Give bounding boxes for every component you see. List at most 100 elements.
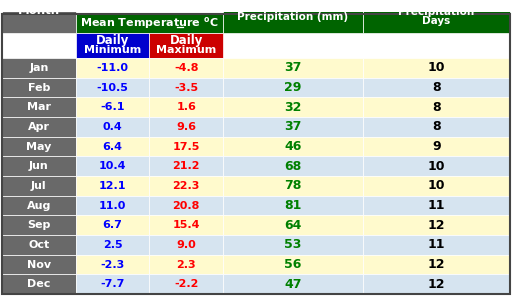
Bar [150, 137, 223, 156]
Bar [223, 274, 362, 294]
Text: 8: 8 [432, 120, 441, 133]
Bar [150, 196, 223, 215]
Text: 12.1: 12.1 [99, 181, 126, 191]
Text: 78: 78 [284, 179, 302, 192]
Bar [76, 274, 150, 294]
Bar [362, 58, 510, 78]
Bar [150, 78, 223, 97]
Text: Maximum: Maximum [156, 45, 216, 55]
Text: 56: 56 [284, 258, 302, 271]
Text: 21.2: 21.2 [173, 161, 200, 171]
Bar [76, 176, 150, 196]
Bar [76, 156, 150, 176]
Text: -11.0: -11.0 [96, 63, 129, 73]
Bar [362, 156, 510, 176]
Bar [76, 33, 150, 58]
Bar [150, 156, 223, 176]
Bar [2, 97, 76, 117]
Text: 12: 12 [428, 258, 445, 271]
Bar [76, 215, 150, 235]
Text: 10: 10 [428, 160, 445, 173]
Text: 9.6: 9.6 [176, 122, 196, 132]
Text: 10: 10 [428, 179, 445, 192]
Text: 2.3: 2.3 [176, 260, 196, 270]
Text: 37: 37 [284, 120, 302, 133]
Bar [223, 196, 362, 215]
Bar [223, 58, 362, 78]
Text: -2.2: -2.2 [174, 279, 198, 289]
Bar [76, 255, 150, 274]
Bar [223, 0, 362, 33]
Bar [150, 117, 223, 137]
Bar [150, 215, 223, 235]
Bar [76, 196, 150, 215]
Text: -6.1: -6.1 [100, 102, 125, 112]
Text: -7.7: -7.7 [100, 279, 125, 289]
Bar [362, 137, 510, 156]
Bar [150, 235, 223, 255]
Text: 47: 47 [284, 278, 302, 291]
Text: Jul: Jul [31, 181, 47, 191]
Text: Apr: Apr [28, 122, 50, 132]
Text: Mean Total: Mean Total [257, 0, 329, 13]
Text: 1.6: 1.6 [176, 102, 196, 112]
Bar [150, 274, 223, 294]
Bar [150, 255, 223, 274]
Bar [76, 97, 150, 117]
Text: 15.4: 15.4 [173, 220, 200, 230]
Bar [150, 176, 223, 196]
Bar [362, 117, 510, 137]
Bar [2, 0, 76, 33]
Bar [223, 137, 362, 156]
Text: Jun: Jun [29, 161, 49, 171]
Bar [2, 235, 76, 255]
Bar [223, 156, 362, 176]
Bar [2, 78, 76, 97]
Bar [76, 58, 150, 78]
Text: 8: 8 [432, 81, 441, 94]
Text: 12: 12 [428, 278, 445, 291]
Text: 12: 12 [428, 219, 445, 232]
Bar [2, 156, 76, 176]
Text: 68: 68 [284, 160, 302, 173]
Bar [362, 274, 510, 294]
Text: 6.4: 6.4 [102, 141, 122, 152]
Text: -10.5: -10.5 [97, 83, 129, 93]
Text: 29: 29 [284, 81, 302, 94]
Text: 10.4: 10.4 [99, 161, 126, 171]
Text: 37: 37 [284, 61, 302, 74]
Text: -2.3: -2.3 [100, 260, 124, 270]
Text: Mar: Mar [27, 102, 51, 112]
Bar [76, 137, 150, 156]
Bar [150, 58, 223, 78]
Text: Dec: Dec [27, 279, 51, 289]
Text: 81: 81 [284, 199, 302, 212]
Text: 8: 8 [432, 101, 441, 114]
Bar [2, 117, 76, 137]
Bar [2, 255, 76, 274]
Text: -4.8: -4.8 [174, 63, 198, 73]
Text: 0.4: 0.4 [102, 122, 122, 132]
Text: Precipitation (mm): Precipitation (mm) [237, 12, 348, 22]
Bar [223, 117, 362, 137]
Bar [362, 97, 510, 117]
Bar [223, 97, 362, 117]
Bar [223, 215, 362, 235]
Text: Precipitation: Precipitation [398, 7, 475, 17]
Text: Mean Temperature $^{\mathregular{o}}$C: Mean Temperature $^{\mathregular{o}}$C [80, 15, 219, 31]
Text: Daily: Daily [169, 34, 203, 47]
Text: Mean Number of: Mean Number of [388, 0, 485, 8]
Bar [150, 33, 223, 58]
Text: Aug: Aug [27, 201, 51, 210]
Text: 9.0: 9.0 [176, 240, 196, 250]
Text: 11: 11 [428, 238, 445, 251]
Text: Sep: Sep [27, 220, 51, 230]
Text: Feb: Feb [28, 83, 50, 93]
Bar [362, 255, 510, 274]
Text: Daily: Daily [96, 34, 129, 47]
Text: Month: Month [18, 4, 60, 17]
Text: 53: 53 [284, 238, 302, 251]
Bar [223, 255, 362, 274]
Bar [2, 137, 76, 156]
Text: -3.5: -3.5 [174, 83, 198, 93]
